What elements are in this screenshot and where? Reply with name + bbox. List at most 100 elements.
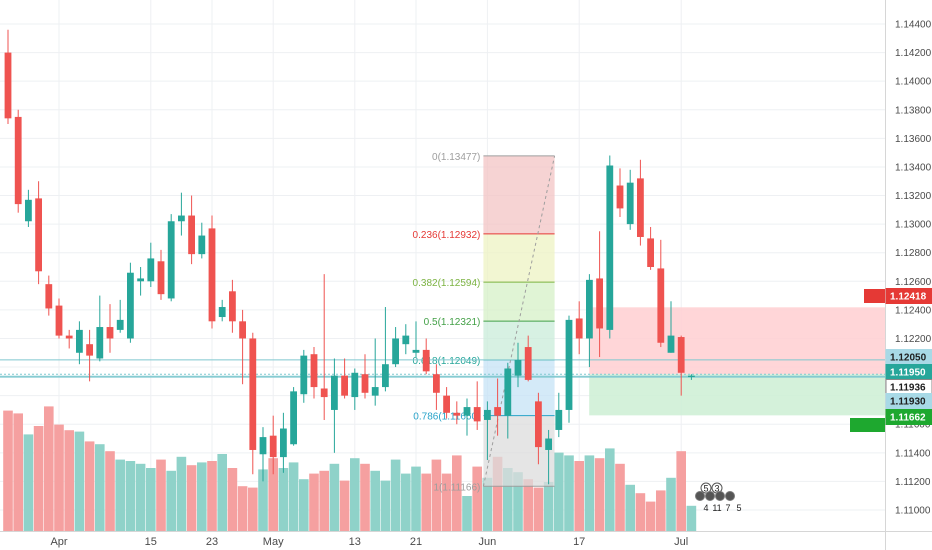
volume-bar [135, 463, 146, 531]
volume-bar [146, 468, 156, 531]
y-tick-label: 1.12400 [895, 305, 932, 316]
volume-bar [207, 461, 217, 531]
candle-up [351, 368, 359, 410]
candle-body [565, 319, 573, 410]
candle-body [76, 329, 83, 353]
y-tick-label: 1.13000 [895, 220, 932, 231]
candle-down [637, 159, 644, 246]
candle-down [55, 298, 63, 339]
x-tick-label: 21 [410, 536, 422, 548]
candle-down [239, 309, 246, 385]
y-tick-label: 1.13800 [895, 105, 932, 116]
candle-down [4, 29, 12, 125]
candle-down [596, 231, 603, 358]
volume-bar [95, 444, 105, 531]
volume-bar [23, 434, 34, 531]
volume-bar [452, 455, 462, 531]
volume-bar [248, 487, 258, 531]
volume-bar [441, 473, 452, 531]
volume-bar [472, 466, 482, 531]
price-badge-bg [885, 393, 932, 409]
volume-bar [329, 463, 340, 531]
event-markers: 5 34 11 7 5 [695, 482, 742, 513]
volume-bar [227, 468, 238, 531]
fib-level-label-0.5: 0.5(1.12321) [424, 317, 481, 328]
candle-down [310, 347, 318, 399]
candle-down [524, 335, 532, 382]
candle-up [218, 299, 226, 322]
candle-up [25, 189, 32, 227]
fibonacci-retracement: 0(1.13477) 0.236(1.12932) 0.382(1.12594) 0.… [413, 152, 556, 493]
candle-up [667, 301, 675, 353]
candle-body [616, 185, 624, 209]
x-tick-label: 13 [349, 536, 361, 548]
candle-up [545, 429, 552, 485]
candle-body [504, 368, 512, 416]
candle-body [55, 305, 63, 336]
candle-body [269, 435, 277, 458]
price-badge-label: 1.12418 [890, 292, 927, 303]
volume-bar [543, 482, 554, 531]
y-tick-label: 1.11000 [895, 506, 931, 517]
volume-bar [482, 477, 493, 531]
candle-body [524, 347, 532, 380]
x-tick-label: May [263, 536, 284, 548]
volume-bar [645, 501, 656, 531]
volume-bar [594, 458, 605, 531]
candle-body [647, 238, 654, 267]
x-tick-label: 23 [206, 536, 218, 548]
candle-up [96, 295, 104, 362]
candle-up [116, 299, 124, 333]
candle-body [65, 335, 73, 339]
candle-body [422, 349, 430, 372]
volume-bar [258, 469, 268, 531]
candle-up [178, 192, 185, 236]
candles [4, 29, 695, 485]
candle-body [147, 258, 155, 282]
price-badge-label: 1.11950 [890, 368, 926, 379]
volume-bar [390, 459, 401, 531]
event-marker-dot [705, 491, 715, 501]
y-tick-label: 1.12600 [895, 277, 932, 288]
fib-level-label-0.382: 0.382(1.12594) [413, 278, 481, 289]
candle-down [341, 358, 348, 399]
candle-up [606, 155, 614, 339]
candle-body [280, 428, 287, 458]
volume-bar [237, 486, 248, 531]
stop-marker-tab [864, 289, 885, 303]
candle-down [422, 338, 430, 375]
volume-bar [401, 473, 411, 531]
candle-down [269, 415, 277, 475]
volume-bar [84, 441, 95, 531]
fib-level-label-1: 1(1.11166) [434, 482, 481, 493]
candle-body [137, 278, 144, 282]
candle-up [626, 169, 634, 230]
volume-bar [615, 463, 625, 531]
candle-down [647, 226, 654, 270]
short-position-tool [585, 307, 885, 416]
candle-body [637, 178, 644, 237]
candle-body [392, 338, 399, 365]
candle-body [412, 349, 420, 353]
candle-body [688, 375, 695, 378]
candle-down [616, 168, 624, 217]
candle-down [361, 354, 369, 399]
candle-body [106, 327, 114, 339]
candle-up [127, 262, 134, 343]
candle-body [259, 437, 267, 455]
volume-bar [64, 430, 74, 531]
y-tick-label: 1.11200 [895, 477, 931, 488]
x-tick-label: Jul [674, 536, 688, 548]
volume-bar [74, 431, 85, 531]
candle-down [229, 279, 236, 333]
candle-up [565, 315, 573, 423]
candle-body [596, 278, 603, 329]
fib-trend-line [482, 155, 556, 487]
candle-body [443, 395, 450, 413]
price-badge-bg [885, 409, 932, 425]
candle-up [331, 358, 338, 453]
candle-up [382, 307, 389, 392]
candle-up [392, 327, 399, 368]
candle-body [4, 52, 12, 119]
